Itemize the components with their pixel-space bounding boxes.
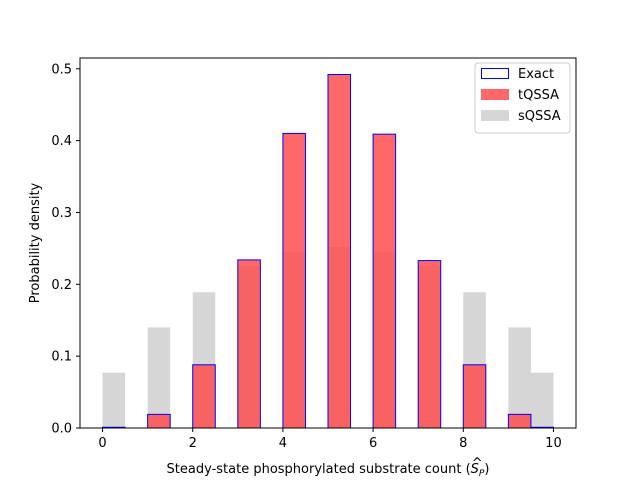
x-axis-label: Steady-state phosphorylated substrate co… xyxy=(167,462,490,479)
axes-layer xyxy=(79,57,577,429)
x-tick-label: 0 xyxy=(98,436,106,451)
sqssa-bar xyxy=(530,372,554,428)
tqssa-bar xyxy=(237,259,261,428)
tqssa-bar xyxy=(192,364,216,428)
tqssa-bar xyxy=(418,260,441,428)
tqssa-bar xyxy=(328,74,351,429)
bars-layer xyxy=(102,74,554,429)
ticks-layer: 0 2 4 6 8 10 0.0 0.1 0.2 0.3 0.4 0.5 xyxy=(51,62,561,451)
legend-label-exact: Exact xyxy=(518,67,554,82)
legend-swatch-exact xyxy=(481,68,509,79)
sqssa-bar xyxy=(147,327,171,428)
y-tick-label: 0.1 xyxy=(51,350,72,365)
x-tick-label: 4 xyxy=(279,436,287,451)
sqssa-bar xyxy=(102,372,126,428)
tqssa-bar xyxy=(373,134,396,428)
x-tick-label: 6 xyxy=(369,436,377,451)
legend-label-tqssa: tQSSA xyxy=(518,88,559,103)
x-axis-label-symbol: S xyxy=(471,462,479,477)
y-tick-label: 0.4 xyxy=(51,134,72,149)
x-tick-label: 2 xyxy=(189,436,197,451)
plot-frame xyxy=(79,57,577,429)
y-axis-label: Probability density xyxy=(28,182,43,303)
y-tick-label: 0.2 xyxy=(51,278,72,293)
tqssa-bar xyxy=(463,364,486,428)
tqssa-bar xyxy=(147,414,171,428)
legend-swatch-tqssa xyxy=(481,89,509,100)
legend-label-sqssa: sQSSA xyxy=(518,109,561,124)
x-axis-label-close: ) xyxy=(484,462,489,477)
y-tick-label: 0.5 xyxy=(51,62,72,77)
tqssa-bar xyxy=(282,133,306,428)
legend: Exact tQSSA sQSSA xyxy=(474,62,571,134)
legend-swatch-sqssa xyxy=(481,110,509,121)
y-tick-label: 0.3 xyxy=(51,206,72,221)
sqssa-bar xyxy=(508,327,531,428)
x-tick-label: 10 xyxy=(545,436,562,451)
tqssa-bar xyxy=(508,414,531,428)
x-axis-label-subscript: P xyxy=(479,469,485,479)
x-axis-label-hat: ^ xyxy=(472,456,483,471)
x-tick-label: 8 xyxy=(459,436,467,451)
y-tick-label: 0.0 xyxy=(51,422,72,437)
